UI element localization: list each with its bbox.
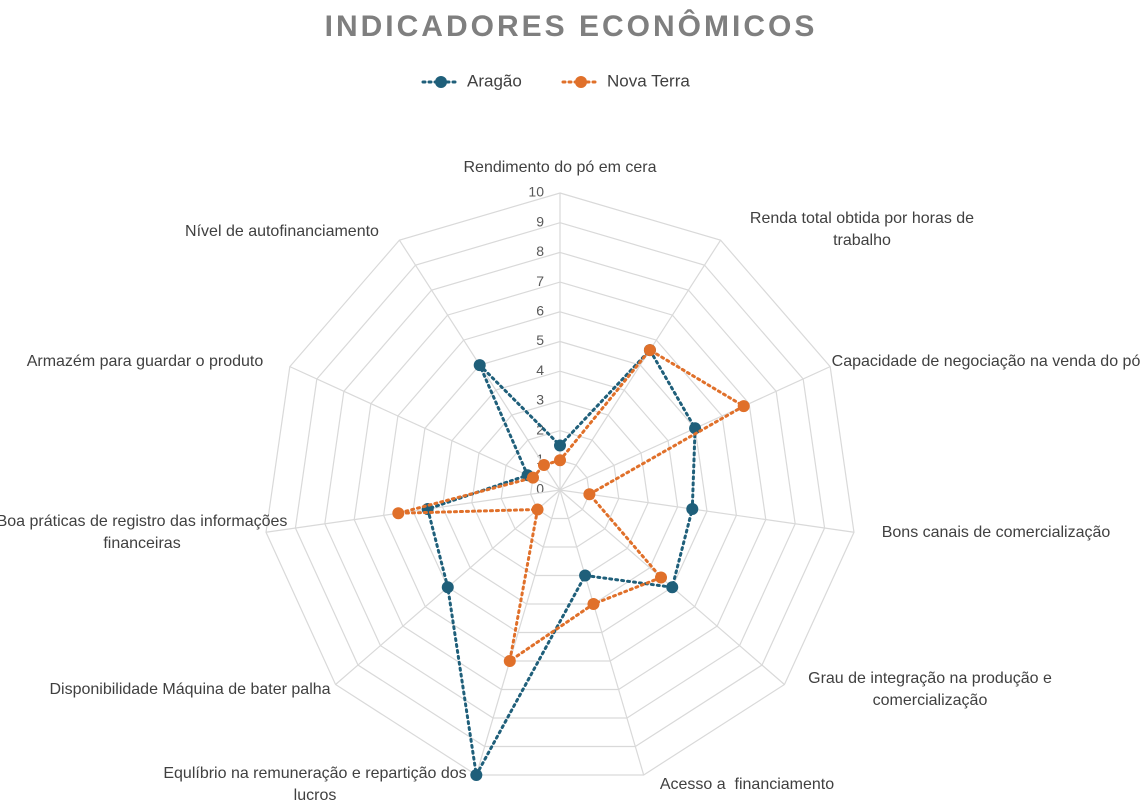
spoke (265, 489, 561, 533)
marker (643, 344, 656, 357)
category-label: Acesso a financiamento (659, 776, 835, 793)
legend-marker (575, 76, 587, 88)
marker (526, 471, 539, 484)
marker (503, 654, 516, 667)
grid-ring (353, 281, 767, 691)
marker (666, 581, 679, 594)
grid-ring (382, 311, 738, 662)
r-tick-label: 10 (528, 184, 544, 200)
spoke (559, 489, 645, 776)
r-tick-label: 2 (536, 421, 544, 437)
grid-ring (412, 340, 708, 634)
category-label: Nível de autofinanciamento (185, 223, 379, 240)
r-tick-label: 0 (536, 481, 544, 497)
r-tick-label: 9 (536, 213, 544, 229)
r-tick-label: 6 (536, 303, 544, 319)
category-label: Disponibilidade Máquina de bater palha (49, 681, 331, 698)
marker (441, 581, 454, 594)
marker (470, 768, 483, 781)
grid-ring (500, 429, 620, 548)
marker (473, 359, 486, 372)
marker (537, 459, 550, 472)
spoke (475, 489, 561, 776)
marker (554, 454, 566, 467)
category-label: Rendimento do pó em cera (463, 159, 657, 176)
chart-title: INDICADORES ECONÔMICOS (324, 10, 818, 43)
marker (689, 422, 702, 435)
legend-label: Aragão (467, 71, 522, 90)
r-tick-label: 4 (536, 362, 544, 378)
r-tick-label: 3 (536, 392, 544, 408)
spoke (559, 239, 722, 491)
category-label: Grau de integração na produção e comerci… (808, 670, 1057, 709)
grid-ring (441, 370, 679, 605)
marker (583, 488, 596, 501)
grid-ring (471, 400, 649, 577)
marker (579, 569, 592, 582)
category-label: Boa práticas de registro das informações… (0, 513, 292, 552)
marker (554, 439, 566, 452)
r-tick-label: 7 (536, 273, 544, 289)
spoke (559, 489, 855, 533)
series (421, 344, 702, 781)
marker (686, 503, 699, 516)
category-label: Capacidade de negociação na venda do pó (831, 353, 1141, 370)
marker (531, 503, 544, 516)
category-label: Equlíbrio na remuneração e repartição do… (163, 765, 472, 803)
category-label: Bons canais de comercialização (881, 524, 1111, 541)
marker (587, 597, 600, 610)
r-tick-label: 8 (536, 243, 544, 259)
marker (392, 507, 405, 520)
series (392, 344, 750, 667)
legend-label: Nova Terra (607, 71, 690, 90)
category-label: Armazém para guardar o produto (26, 353, 264, 370)
category-label: Renda total obtida por horas de trabalho (749, 210, 979, 249)
marker (737, 400, 750, 413)
marker (655, 571, 668, 584)
spoke (289, 366, 561, 491)
legend-marker (435, 76, 447, 88)
grid-ring (324, 251, 796, 719)
r-tick-label: 5 (536, 332, 544, 348)
series-line (425, 347, 697, 780)
grid-ring (265, 192, 855, 776)
grid-ring (294, 222, 826, 748)
